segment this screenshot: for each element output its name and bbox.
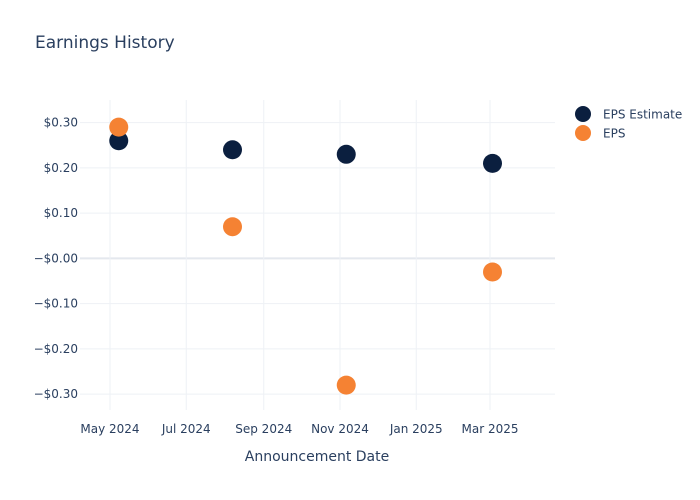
point-eps-estimate[interactable] xyxy=(483,153,502,173)
chart-title: Earnings History xyxy=(35,33,175,53)
grid-layer xyxy=(80,100,555,410)
legend-marker-eps xyxy=(575,125,591,141)
point-eps[interactable] xyxy=(336,375,356,395)
legend-item-eps[interactable]: EPS xyxy=(575,125,625,141)
y-tick-label: −$0.30 xyxy=(34,387,78,401)
x-tick-label: Mar 2025 xyxy=(462,422,519,436)
point-eps-estimate[interactable] xyxy=(109,131,129,151)
y-tick-label: −$0.10 xyxy=(34,297,78,311)
legend[interactable]: EPS Estimate EPS xyxy=(575,106,682,141)
y-tick-label: $0.10 xyxy=(44,206,78,220)
y-tick-label: −$0.00 xyxy=(34,251,78,265)
data-points xyxy=(109,117,502,395)
x-axis-ticks: May 2024 Jul 2024 Sep 2024 Nov 2024 Jan 2025… xyxy=(80,422,518,436)
y-tick-label: −$0.20 xyxy=(34,342,78,356)
legend-label-eps-estimate: EPS Estimate xyxy=(603,108,682,122)
y-axis-ticks: $0.30 $0.20 $0.10 −$0.00 −$0.10 −$0.20 −$0.30 xyxy=(34,116,78,402)
x-tick-label: Sep 2024 xyxy=(235,422,292,436)
x-tick-label: Jul 2024 xyxy=(161,422,211,436)
x-tick-label: May 2024 xyxy=(80,422,139,436)
x-tick-label: Nov 2024 xyxy=(311,422,369,436)
y-tick-label: $0.30 xyxy=(44,116,78,130)
point-eps[interactable] xyxy=(109,117,129,137)
x-tick-label: Jan 2025 xyxy=(389,422,443,436)
point-eps[interactable] xyxy=(483,262,502,282)
legend-label-eps: EPS xyxy=(603,127,625,141)
point-eps-estimate[interactable] xyxy=(223,140,242,160)
x-axis-title: Announcement Date xyxy=(245,449,389,465)
y-tick-label: $0.20 xyxy=(44,161,78,175)
point-eps-estimate[interactable] xyxy=(336,144,356,164)
point-eps[interactable] xyxy=(223,217,242,237)
legend-marker-eps-estimate xyxy=(575,106,591,122)
legend-item-eps-estimate[interactable]: EPS Estimate xyxy=(575,106,682,122)
